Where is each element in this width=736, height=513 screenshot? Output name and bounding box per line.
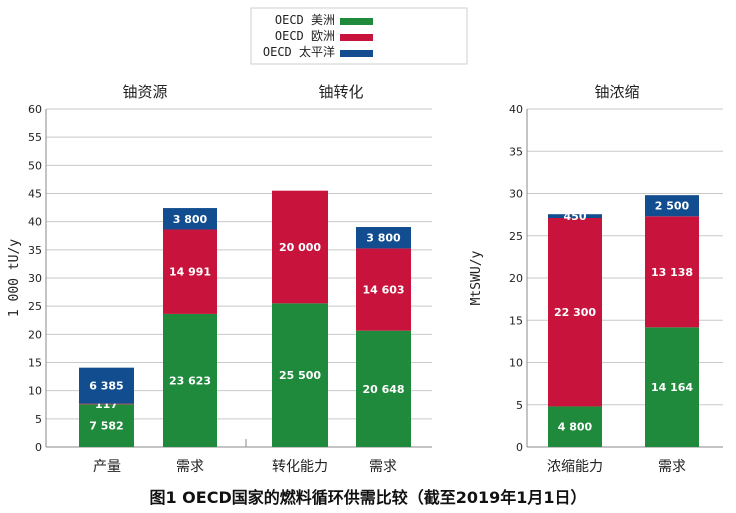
- bar-segment: [356, 227, 411, 249]
- data-label: 13 138: [651, 266, 693, 279]
- bar-segment: [548, 218, 602, 407]
- legend-swatch-pacific: [340, 50, 373, 57]
- x-categories-left: 产量 需求 转化能力 需求: [93, 459, 397, 475]
- y-tick-label: 30: [509, 188, 523, 201]
- data-label: 6 385: [89, 380, 123, 393]
- chart-title-enrichment: 铀浓缩: [594, 83, 639, 101]
- y-tick-label: 15: [28, 357, 42, 370]
- bar-segment: [548, 214, 602, 219]
- bar-segment: [163, 313, 217, 447]
- y-axis-label-right: MtSWU/y: [469, 250, 484, 305]
- data-label: 25 500: [279, 369, 321, 382]
- y-tick-label: 30: [28, 272, 42, 285]
- y-tick-label: 5: [35, 413, 42, 426]
- bar-segment: [645, 195, 699, 217]
- y-tick-label: 50: [28, 159, 42, 172]
- y-tick-label: 25: [509, 230, 523, 243]
- legend: OECD 美洲 OECD 欧洲 OECD 太平洋: [250, 7, 468, 65]
- data-label: 3 800: [366, 232, 401, 245]
- bar-segment: [79, 404, 134, 447]
- data-label: 22 300: [554, 306, 596, 319]
- legend-swatch-americas: [340, 18, 373, 25]
- bar-segment: [356, 248, 411, 331]
- data-label: 14 991: [169, 266, 211, 279]
- data-label: 2 500: [655, 200, 690, 213]
- y-tick-label: 40: [28, 216, 42, 229]
- bar-segment: [645, 327, 699, 447]
- bars-right: 4 800 22 300 450 14 164 13 138 2 500: [548, 195, 699, 447]
- y-tick-label: 45: [28, 188, 42, 201]
- y-ticks-right: 0 5 10 15 20 25 30 35 40: [509, 103, 523, 454]
- y-tick-label: 40: [509, 103, 523, 116]
- data-label: 20 648: [362, 383, 404, 396]
- bar-segment: [356, 330, 411, 447]
- x-category-label: 需求: [176, 459, 204, 475]
- data-label: 23 623: [169, 374, 211, 387]
- x-category-label: 需求: [369, 459, 397, 475]
- legend-swatch-europe: [340, 34, 373, 41]
- y-axis-label-left: 1 000 tU/y: [7, 239, 22, 317]
- chart-uranium-resources-conversion: 铀资源 铀转化 1 000 tU/y 0 5 10 15 20 25 30 35 40 45 50 5…: [7, 83, 432, 475]
- y-tick-label: 5: [516, 399, 523, 412]
- y-tick-label: 10: [509, 357, 523, 370]
- x-category-label: 转化能力: [272, 459, 328, 475]
- data-label: 4 800: [558, 421, 593, 434]
- legend-label-americas: OECD 美洲: [275, 13, 335, 27]
- x-category-label: 浓缩能力: [547, 459, 603, 475]
- data-label: 3 800: [173, 213, 208, 226]
- y-tick-label: 0: [516, 441, 523, 454]
- bar-segment: [272, 303, 328, 447]
- data-label: 7 582: [89, 420, 123, 433]
- group-title-resources: 铀资源: [122, 83, 167, 101]
- data-label: 14 164: [651, 381, 693, 394]
- legend-label-europe: OECD 欧洲: [275, 29, 335, 43]
- legend-label-pacific: OECD 太平洋: [263, 44, 335, 59]
- y-tick-label: 60: [28, 103, 42, 116]
- bar-segment: [548, 406, 602, 447]
- bar-segment: [645, 216, 699, 328]
- y-tick-label: 35: [28, 244, 42, 257]
- y-tick-label: 20: [509, 272, 523, 285]
- chart-uranium-enrichment: 铀浓缩 MtSWU/y 0 5 10 15 20 25 30 35 40 4 800 22 300…: [469, 83, 723, 475]
- bar-segment: [79, 403, 134, 405]
- group-title-conversion: 铀转化: [318, 83, 363, 101]
- bar-segment: [163, 208, 217, 230]
- x-categories-right: 浓缩能力 需求: [547, 459, 686, 475]
- y-tick-label: 55: [28, 131, 42, 144]
- bar-segment: [272, 190, 328, 304]
- figure-caption: 图1 OECD国家的燃料循环供需比较（截至2019年1月1日）: [149, 488, 586, 507]
- data-label: 14 603: [362, 284, 404, 297]
- x-category-label: 产量: [93, 459, 121, 475]
- bar-segment: [163, 229, 217, 314]
- data-label: 450: [564, 210, 587, 223]
- y-tick-label: 35: [509, 145, 523, 158]
- y-tick-label: 10: [28, 385, 42, 398]
- y-tick-label: 20: [28, 328, 42, 341]
- y-tick-label: 0: [35, 441, 42, 454]
- y-tick-label: 25: [28, 300, 42, 313]
- y-ticks-left: 0 5 10 15 20 25 30 35 40 45 50 55 60: [28, 103, 42, 454]
- y-tick-label: 15: [509, 314, 523, 327]
- data-label: 20 000: [279, 241, 321, 254]
- x-category-label: 需求: [658, 459, 686, 475]
- bar-segment: [79, 367, 134, 404]
